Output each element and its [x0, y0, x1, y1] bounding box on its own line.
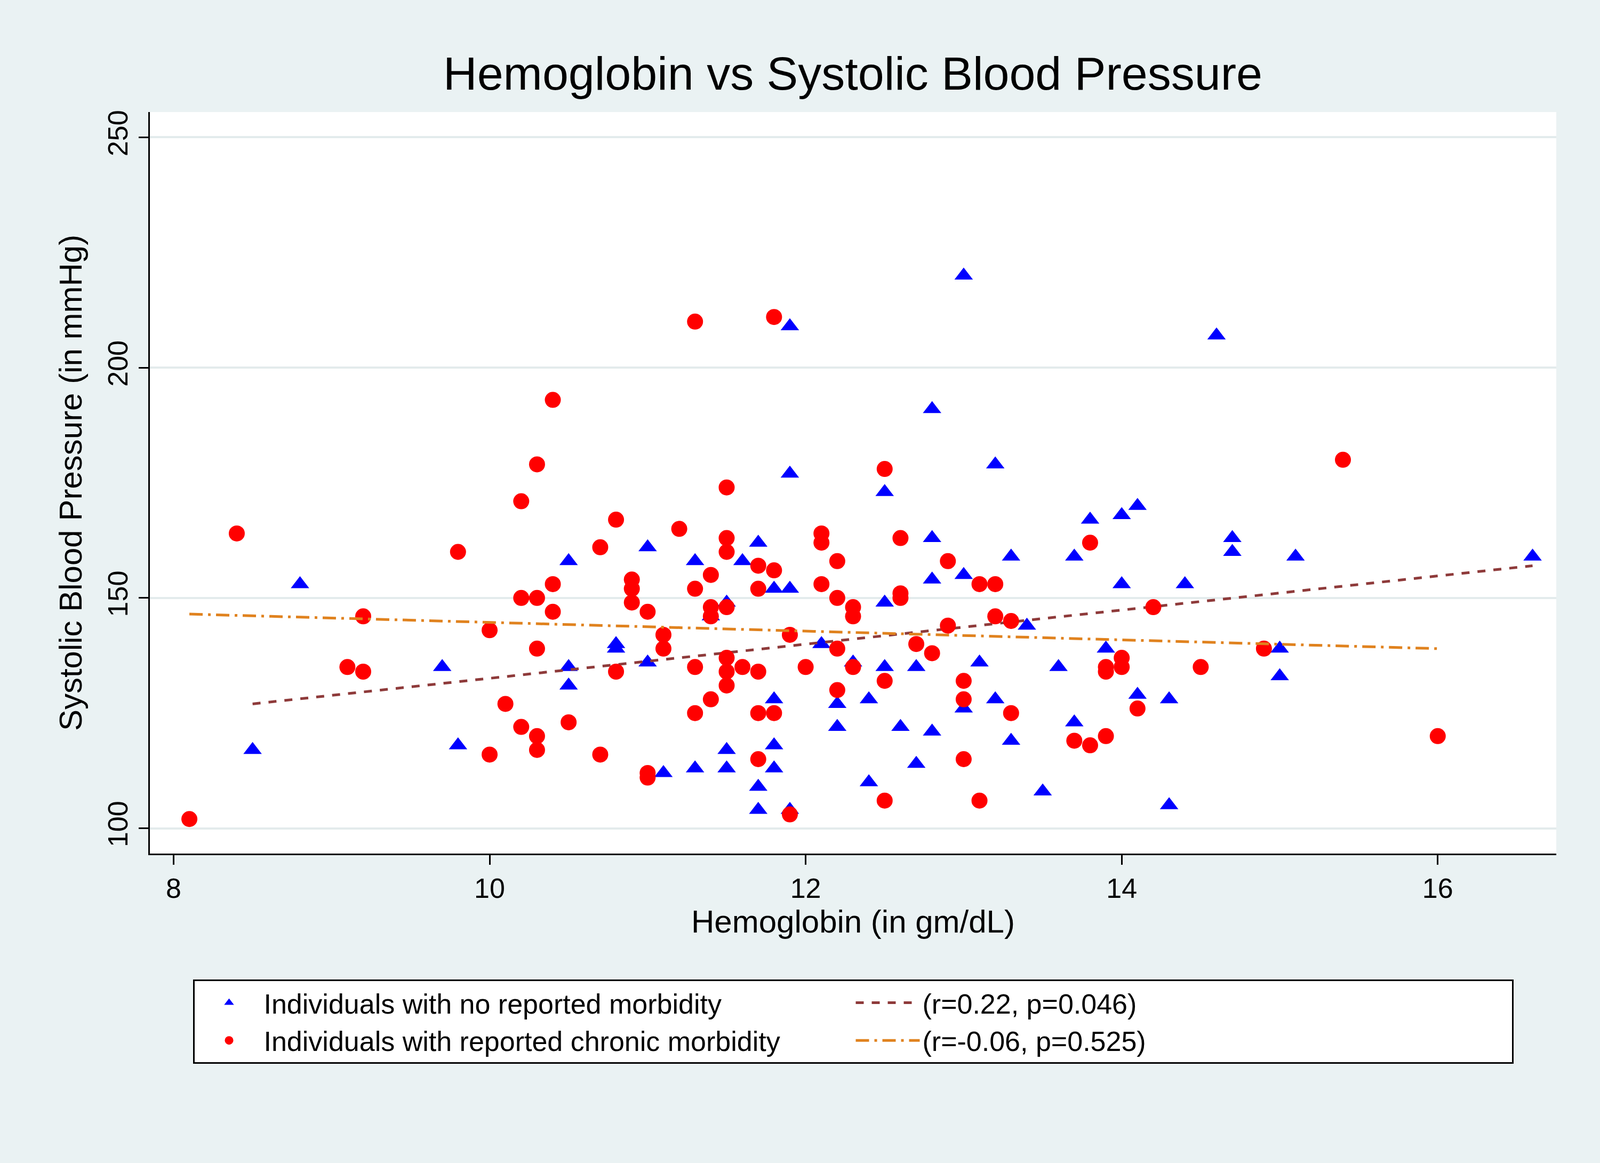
- svg-text:(r=-0.06, p=0.525): (r=-0.06, p=0.525): [922, 1025, 1147, 1057]
- svg-text:(r=0.22, p=0.046): (r=0.22, p=0.046): [922, 988, 1138, 1020]
- svg-text:Hemoglobin vs Systolic Blood P: Hemoglobin vs Systolic Blood Pressure: [443, 46, 1263, 100]
- svg-text:8: 8: [165, 872, 182, 904]
- svg-text:Systolic Blood Pressure (in mm: Systolic Blood Pressure (in mmHg): [52, 234, 89, 731]
- svg-text:150: 150: [102, 570, 134, 618]
- svg-text:Individuals with reported chro: Individuals with reported chronic morbid…: [264, 1025, 781, 1057]
- svg-text:16: 16: [1422, 872, 1454, 904]
- svg-text:14: 14: [1106, 872, 1138, 904]
- svg-text:12: 12: [790, 872, 822, 904]
- svg-text:10: 10: [474, 872, 506, 904]
- svg-text:200: 200: [102, 340, 134, 387]
- svg-text:100: 100: [102, 800, 134, 847]
- svg-text:Individuals with no reported m: Individuals with no reported morbidity: [264, 988, 722, 1020]
- svg-text:Hemoglobin (in gm/dL): Hemoglobin (in gm/dL): [691, 903, 1015, 940]
- svg-text:250: 250: [102, 109, 134, 157]
